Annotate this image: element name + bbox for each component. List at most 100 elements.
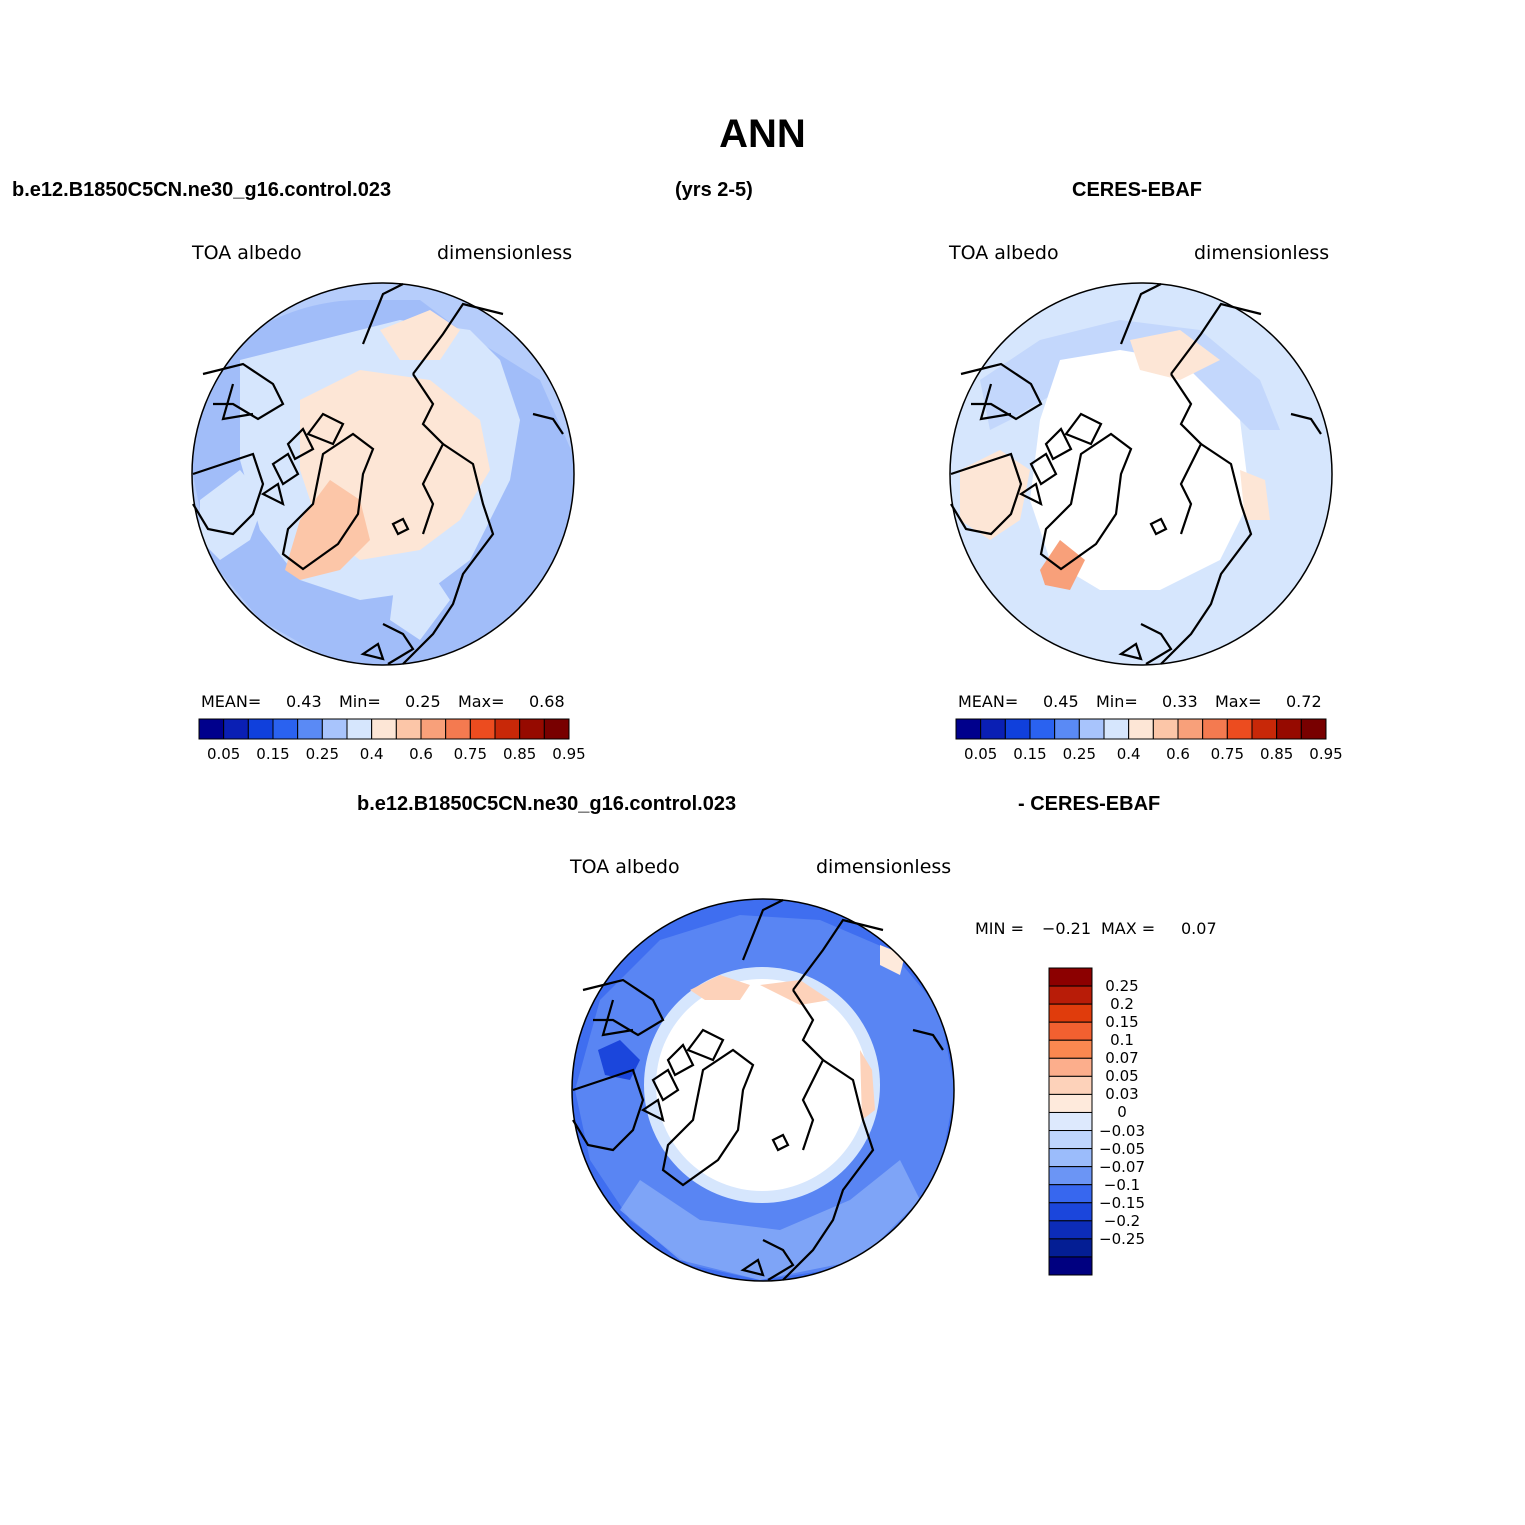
diff-colorbar-box	[1048, 1220, 1093, 1240]
panel1-variable-label: TOA albedo	[192, 242, 302, 264]
diff-colorbar-tick-label: −0.03	[1099, 1121, 1145, 1140]
panel1-colorbar-box	[297, 718, 323, 740]
panel1-colorbar-tick-label: 0.85	[502, 745, 537, 763]
panel2-min-value: 0.33	[1162, 692, 1198, 711]
panel1-max-label: Max=	[458, 692, 505, 711]
panel2-colorbar-box	[1251, 718, 1278, 740]
panel2-colorbar-box	[980, 718, 1006, 740]
panel2-colorbar-tick-label: 0.25	[1062, 745, 1097, 763]
panel1-colorbar-box	[543, 718, 570, 740]
panel1-colorbar-box	[519, 718, 545, 740]
panel1-colorbar-box	[371, 718, 397, 740]
panel3-max-label: MAX =	[1101, 919, 1156, 938]
panel1-colorbar-box	[445, 718, 471, 740]
panel2-colorbar-box	[1276, 718, 1302, 740]
panel1-map-border	[191, 282, 575, 666]
panel3-map-border	[571, 898, 955, 1282]
panel1-units-label: dimensionless	[437, 242, 573, 264]
panel1-colorbar	[198, 718, 570, 740]
panel2-colorbar-box	[1054, 718, 1080, 740]
diff-colorbar-tick-label: −0.05	[1099, 1139, 1145, 1158]
panel2-colorbar-box	[1226, 718, 1253, 740]
panel3-units-label: dimensionless	[816, 856, 952, 878]
diff-colorbar-box	[1048, 1148, 1093, 1168]
panel1-colorbar-tick-label: 0.6	[409, 745, 433, 763]
panel1-min-value: 0.25	[405, 692, 441, 711]
diff-colorbar-box	[1048, 1256, 1093, 1276]
panel1-colorbar-box	[469, 718, 496, 740]
panel2-colorbar-tick-label: 0.85	[1259, 745, 1294, 763]
panel1-max-value: 0.68	[529, 692, 565, 711]
panel1-colorbar-tick-label: 0.75	[453, 745, 488, 763]
diff-colorbar-tick-label: −0.07	[1099, 1157, 1145, 1176]
panel2-colorbar-box	[1300, 718, 1327, 740]
diff-colorbar-tick-label: 0.2	[1110, 995, 1134, 1014]
panel2-colorbar-box	[1152, 718, 1179, 740]
panel1-colorbar-box	[272, 718, 299, 740]
diff-colorbar-tick-label: 0.05	[1105, 1067, 1139, 1086]
panel2-colorbar	[955, 718, 1327, 740]
diff-colorbar-box	[1048, 1184, 1093, 1204]
panel2-colorbar-box	[955, 718, 982, 740]
diff-colorbar-box	[1048, 1021, 1093, 1041]
years-header: (yrs 2-5)	[675, 179, 753, 201]
diff-colorbar-box	[1048, 1057, 1093, 1077]
diff-colorbar-tick-label: −0.25	[1099, 1229, 1145, 1248]
panel2-map-border	[949, 282, 1333, 666]
panel1-min-label: Min=	[339, 692, 381, 711]
panel2-colorbar-box	[1029, 718, 1056, 740]
panel2-colorbar-tick-label: 0.15	[1013, 745, 1047, 763]
panel2-colorbar-box	[1004, 718, 1031, 740]
diff-colorbar-tick-label: 0.15	[1105, 1013, 1139, 1032]
panel2-colorbar-tick-label: 0.4	[1116, 745, 1141, 763]
diff-colorbar-tick-label: 0.1	[1110, 1031, 1134, 1050]
panel3-min-value: −0.21	[1042, 919, 1092, 938]
panel1-colorbar-box	[247, 718, 274, 740]
panel3-variable-label: TOA albedo	[570, 856, 680, 878]
diff-colorbar-box	[1048, 967, 1093, 987]
diff-colorbar	[1048, 967, 1093, 1276]
main-title: ANN	[719, 112, 806, 156]
panel1-colorbar-box	[346, 718, 373, 740]
panel2-colorbar-tick-label: 0.75	[1210, 745, 1245, 763]
diff-colorbar-box	[1048, 1238, 1093, 1258]
panel1-colorbar-box	[198, 718, 225, 740]
panel2-units-label: dimensionless	[1194, 242, 1330, 264]
panel2-variable-label: TOA albedo	[949, 242, 1059, 264]
panel1-colorbar-box	[223, 718, 249, 740]
panel1-colorbar-tick-label: 0.05	[206, 745, 241, 763]
diff-colorbar-box	[1048, 1111, 1093, 1132]
panel2-colorbar-tick-label: 0.6	[1166, 745, 1190, 763]
panel3-min-label: MIN =	[975, 919, 1024, 938]
case-name-header: b.e12.B1850C5CN.ne30_g16.control.023	[12, 179, 392, 201]
panel2-min-label: Min=	[1096, 692, 1138, 711]
diff-case-name-header: b.e12.B1850C5CN.ne30_g16.control.023	[357, 793, 737, 815]
diff-colorbar-box	[1048, 985, 1093, 1005]
panel1-colorbar-box	[420, 718, 447, 740]
panel1-map	[192, 283, 574, 665]
panel1-colorbar-box	[494, 718, 521, 740]
diff-colorbar-tick-label: 0.03	[1105, 1085, 1139, 1104]
diff-colorbar-tick-label: −0.1	[1103, 1175, 1141, 1194]
panel2-colorbar-tick-label: 0.95	[1309, 745, 1343, 763]
panel2-colorbar-box	[1103, 718, 1130, 740]
panel1-colorbar-tick-label: 0.4	[359, 745, 384, 763]
panel2-max-value: 0.72	[1286, 692, 1322, 711]
diff-colorbar-box	[1048, 1075, 1093, 1095]
obs-name-header: CERES-EBAF	[1072, 179, 1203, 201]
panel2-max-label: Max=	[1215, 692, 1262, 711]
panel1-colorbar-tick-label: 0.25	[305, 745, 340, 763]
panel1-mean-value: 0.43	[286, 692, 322, 711]
diff-colorbar-box	[1048, 1202, 1093, 1222]
diff-colorbar-box	[1048, 1093, 1093, 1113]
diff-obs-name-header: - CERES-EBAF	[1018, 793, 1161, 815]
diff-colorbar-box	[1048, 1166, 1093, 1186]
diff-colorbar-tick-label: 0	[1117, 1103, 1127, 1122]
panel2-colorbar-box	[1177, 718, 1204, 740]
diff-colorbar-tick-label: −0.2	[1103, 1211, 1141, 1230]
panel2-colorbar-box	[1128, 718, 1154, 740]
panel2-map	[950, 283, 1332, 665]
panel1-colorbar-box	[395, 718, 422, 740]
diff-colorbar-tick-label: −0.15	[1099, 1193, 1145, 1212]
